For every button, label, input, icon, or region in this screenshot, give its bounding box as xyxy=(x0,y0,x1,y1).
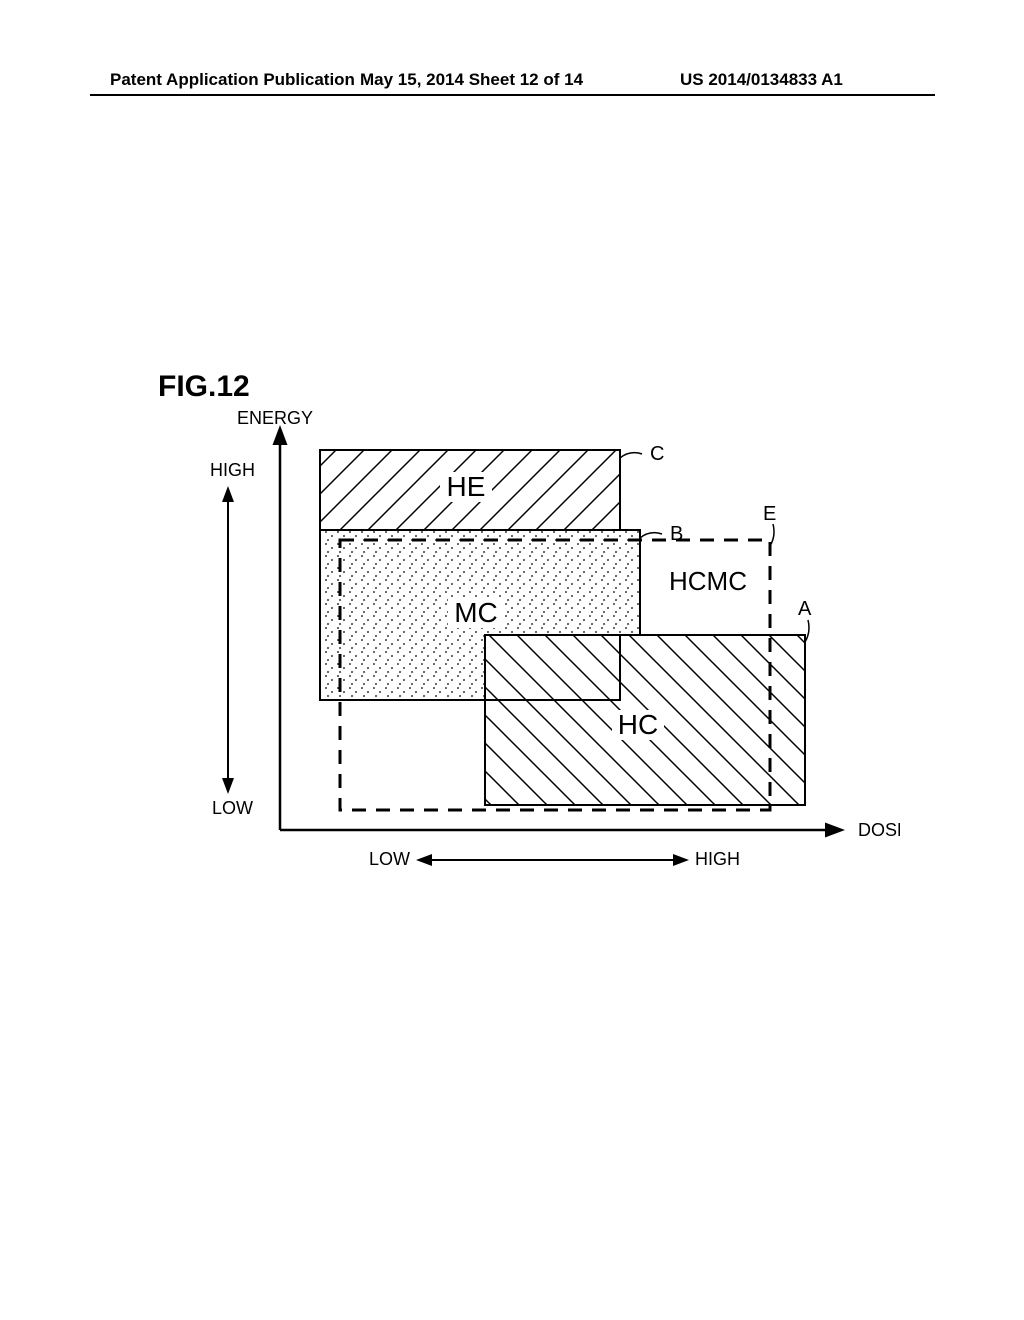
tag-c: C xyxy=(650,443,664,465)
tag-e: E xyxy=(763,503,776,525)
page: Patent Application Publication May 15, 2… xyxy=(0,0,1024,1320)
x-low-label: LOW xyxy=(369,849,410,869)
leader-b xyxy=(640,533,662,538)
leader-c xyxy=(620,453,642,458)
region-e-label: HCMC xyxy=(669,566,747,596)
header-divider xyxy=(90,94,935,96)
x-high-label: HIGH xyxy=(695,849,740,869)
header-right: US 2014/0134833 A1 xyxy=(680,70,843,90)
tag-a: A xyxy=(798,598,812,620)
figure-label: FIG.12 xyxy=(158,370,250,404)
y-axis-label: ENERGY xyxy=(237,410,313,428)
header-mid: May 15, 2014 Sheet 12 of 14 xyxy=(360,70,583,90)
region-a-label: HC xyxy=(618,709,658,740)
y-low-label: LOW xyxy=(212,798,253,818)
x-axis-label: DOSE xyxy=(858,820,900,840)
header-left: Patent Application Publication xyxy=(110,70,355,90)
region-c-label: HE xyxy=(447,471,486,502)
energy-dose-chart: HE MC HC HCMC C B E A ENERGY DOSE HIGH L… xyxy=(180,410,900,880)
y-high-label: HIGH xyxy=(210,460,255,480)
region-b-label: MC xyxy=(454,597,498,628)
tag-b: B xyxy=(670,523,683,545)
chart-svg: HE MC HC HCMC C B E A ENERGY DOSE HIGH L… xyxy=(180,410,900,880)
